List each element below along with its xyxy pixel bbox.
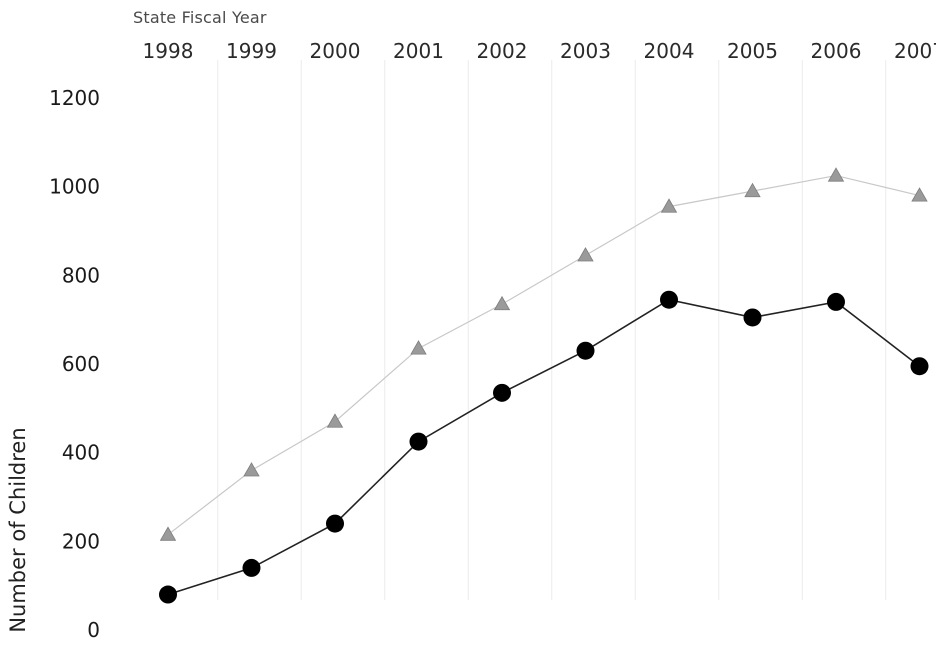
data-point-circle (242, 558, 261, 577)
data-point-circle (743, 308, 762, 327)
data-point-triangle (744, 182, 761, 198)
x-tick-label: 2000 (310, 39, 361, 63)
data-point-triangle (827, 167, 845, 182)
data-point-triangle (493, 295, 511, 311)
x-tick-label: 2006 (811, 39, 862, 63)
data-point-circle (660, 290, 678, 309)
x-tick-label: 1998 (143, 39, 194, 63)
data-point-circle (910, 357, 929, 376)
data-point-circle (159, 585, 177, 604)
y-tick-label: 200 (62, 529, 100, 553)
data-point-circle (409, 432, 428, 451)
x-tick-label: 2003 (560, 39, 611, 63)
y-tick-label: 1200 (49, 86, 100, 110)
y-tick-label: 600 (62, 352, 100, 376)
data-point-circle (576, 341, 595, 360)
y-tick-label: 1000 (49, 175, 100, 199)
data-point-triangle (410, 340, 427, 355)
data-point-circle (326, 514, 344, 533)
data-point-triangle (243, 462, 260, 477)
y-tick-label: 400 (62, 441, 100, 465)
series-line (167, 174, 920, 536)
data-point-triangle (326, 413, 344, 428)
x-tick-label: 1999 (226, 39, 277, 63)
y-tick-label: 800 (62, 263, 100, 287)
data-point-triangle (911, 187, 928, 202)
data-point-triangle (159, 526, 177, 541)
series-line (167, 298, 920, 596)
x-tick-label: 2007 (894, 39, 936, 63)
data-point-triangle (577, 247, 594, 262)
data-point-circle (493, 383, 511, 402)
data-point-triangle (660, 198, 678, 213)
x-tick-label: 2005 (727, 39, 778, 63)
data-point-circle (827, 292, 845, 311)
x-tick-label: 2002 (477, 39, 528, 63)
y-tick-label: 0 (87, 618, 100, 642)
x-tick-label: 2001 (393, 39, 444, 63)
x-axis-title: State Fiscal Year (133, 8, 267, 27)
x-tick-label: 2004 (644, 39, 695, 63)
